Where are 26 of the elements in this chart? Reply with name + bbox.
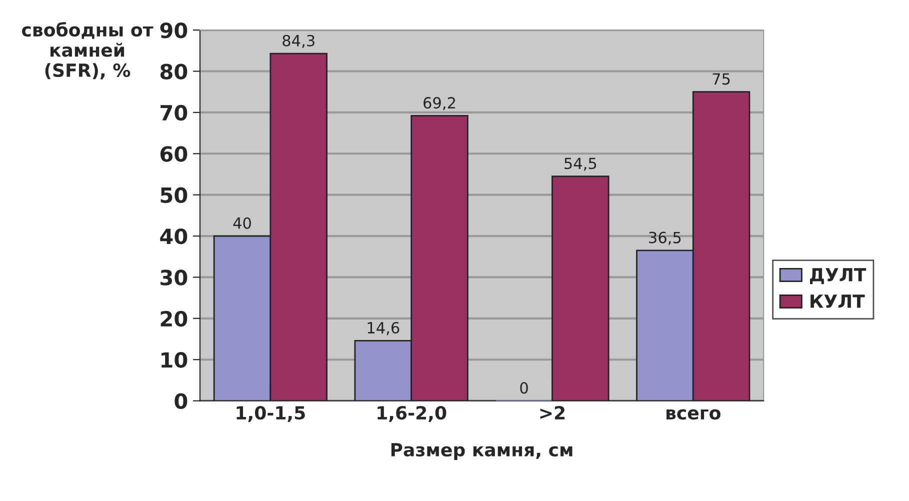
y-tick-label: 0: [174, 393, 188, 410]
y-tick-label: 10: [162, 352, 188, 368]
y-tick-label: 50: [160, 187, 188, 204]
data-label: 14,6: [368, 322, 400, 336]
y-tick-label: 40: [160, 228, 188, 244]
y-tick-label: 20: [160, 310, 188, 327]
data-label: 36,5: [649, 232, 681, 245]
legend-label: ДУЛТ: [810, 268, 866, 284]
y-tick-label: 70: [160, 104, 188, 121]
data-label: 0: [520, 382, 528, 394]
data-label: 54,5: [564, 158, 596, 171]
y-axis-title: свободны от камней (SFR), %: [22, 22, 154, 80]
data-label: 40: [233, 217, 251, 229]
x-tick-label: 1,0-1,5: [236, 406, 305, 422]
x-tick-label: >2: [540, 406, 564, 420]
y-tick-label: 90: [160, 22, 188, 38]
x-tick-label: всего: [666, 409, 720, 420]
x-tick-label: 1,6-2,0: [378, 406, 446, 422]
x-axis-title: Размер камня, см: [391, 443, 572, 460]
y-tick-label: 30: [160, 270, 188, 286]
data-label: 84,3: [282, 34, 314, 48]
data-label: 75: [712, 73, 730, 85]
y-tick-label: 80: [160, 64, 188, 80]
data-label: 69,2: [424, 97, 455, 110]
y-tick-label: 60: [160, 146, 188, 162]
legend-label: КУЛТ: [810, 294, 865, 308]
